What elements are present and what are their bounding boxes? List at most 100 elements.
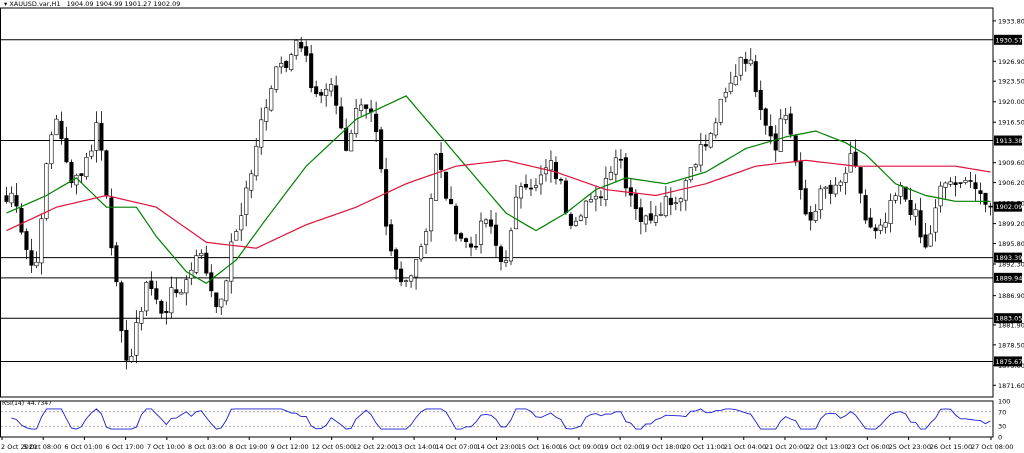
candle-bull: [933, 207, 938, 233]
candle-bear: [768, 126, 773, 137]
candle-bull: [144, 282, 149, 312]
candle-bear: [174, 289, 179, 294]
candle-bear: [149, 280, 154, 290]
level-price-label: 1889.94: [996, 274, 1023, 282]
candle-bull: [184, 279, 189, 294]
candle-bear: [758, 90, 763, 111]
candle-bear: [968, 180, 973, 182]
level-price-label: 1913.38: [996, 137, 1023, 145]
candle-bear: [104, 150, 109, 197]
level-price-label: 1893.39: [996, 254, 1023, 262]
candle-bull: [329, 84, 334, 92]
candle-bear: [858, 167, 863, 194]
price-tick-label: 1923.50: [998, 78, 1024, 86]
candle-bear: [114, 245, 119, 283]
candle-bull: [264, 107, 269, 122]
candle-bull: [94, 122, 99, 151]
time-tick-label: 13 Oct 14:00: [394, 443, 436, 451]
candle-bull: [9, 192, 14, 204]
candle-bear: [808, 212, 813, 221]
rsi-tick-label: 30: [998, 423, 1006, 431]
time-tick-label: 23 Oct 06:00: [847, 443, 889, 451]
candle-bull: [194, 255, 199, 273]
candle-bear: [394, 249, 399, 270]
level-price-tag: [994, 135, 1022, 146]
candle-bear: [4, 195, 9, 202]
candle-bull: [518, 186, 524, 199]
candle-bear: [364, 104, 369, 109]
candle-bear: [29, 250, 34, 266]
candle-bull: [199, 252, 204, 257]
candle-bull: [613, 157, 618, 175]
candle-bear: [568, 213, 573, 226]
time-tick-label: 5 Oct 08:00: [23, 443, 61, 451]
rsi-tick-label: 0: [998, 434, 1002, 442]
candle-bull: [269, 88, 274, 111]
level-price-label: 1930.57: [996, 36, 1023, 44]
candle-bull: [49, 134, 54, 165]
time-tick-label: 14 Oct 23:00: [477, 443, 519, 451]
candle-bear: [563, 180, 568, 213]
candle-bull: [883, 222, 888, 228]
last-price-tag: [994, 201, 1022, 212]
candle-bear: [668, 197, 673, 206]
candle-bull: [938, 185, 943, 207]
candle-bull: [424, 231, 429, 245]
candle-bull: [139, 310, 144, 324]
time-tick-label: 8 Oct 19:00: [229, 443, 267, 451]
candle-bull: [179, 291, 184, 295]
candle-bull: [713, 122, 718, 136]
candle-bull: [254, 145, 259, 177]
time-tick-label: 7 Oct 10:00: [147, 443, 185, 451]
candle-bull: [478, 220, 484, 245]
candle-bull: [748, 59, 753, 65]
price-tick-label: 1926.90: [998, 58, 1024, 66]
price-tick-label: 1871.60: [998, 382, 1024, 390]
candle-bull: [503, 260, 509, 263]
candle-bull: [74, 174, 79, 186]
time-tick-label: 27 Oct 08:00: [971, 443, 1013, 451]
price-tick-label: 1906.20: [998, 179, 1024, 187]
time-tick-label: 12 Oct 22:00: [353, 443, 395, 451]
candle-bull: [663, 196, 668, 217]
level-price-label: 1875.67: [996, 358, 1023, 366]
candle-bull: [239, 215, 244, 231]
candle-bear: [523, 184, 529, 188]
candle-bear: [334, 85, 339, 106]
candle-bear: [703, 144, 708, 147]
candle-bull: [878, 224, 883, 231]
candle-bear: [463, 238, 469, 242]
symbol-label: XAUUSD.var,H1: [9, 0, 61, 8]
candle-bear: [598, 196, 603, 199]
candle-bull: [693, 164, 698, 168]
candle-bull: [249, 173, 254, 191]
candle-bull: [893, 195, 898, 201]
candle-bear: [803, 188, 808, 215]
candle-bull: [708, 133, 713, 148]
price-tick-label: 1916.50: [998, 119, 1024, 127]
time-tick-label: 16 Oct 09:00: [559, 443, 601, 451]
candle-bull: [54, 118, 59, 136]
candle-bear: [973, 182, 978, 190]
level-price-tag: [994, 313, 1022, 324]
price-tick-label: 1933.80: [998, 17, 1024, 25]
candle-bear: [958, 182, 963, 184]
candle-bull: [848, 153, 853, 173]
candle-bull: [783, 115, 788, 120]
candle-bull: [419, 246, 424, 260]
candle-bull: [813, 211, 818, 221]
candle-bull: [658, 214, 663, 216]
moving-average-red: [6, 159, 991, 249]
candle-bear: [868, 217, 873, 228]
candle-bear: [873, 227, 878, 232]
candle-bear: [204, 252, 209, 274]
candle-bear: [124, 329, 129, 361]
menu-chevron-icon[interactable]: ▾: [4, 0, 8, 8]
candle-bear: [119, 282, 124, 332]
candle-bear: [458, 233, 464, 239]
candle-bull: [573, 220, 578, 226]
candle-bear: [154, 288, 159, 300]
rsi-header: RSI(14) 44.7347: [2, 400, 52, 407]
ohlc-readout: 1904.09 1904.99 1901.27 1902.09: [66, 0, 181, 8]
